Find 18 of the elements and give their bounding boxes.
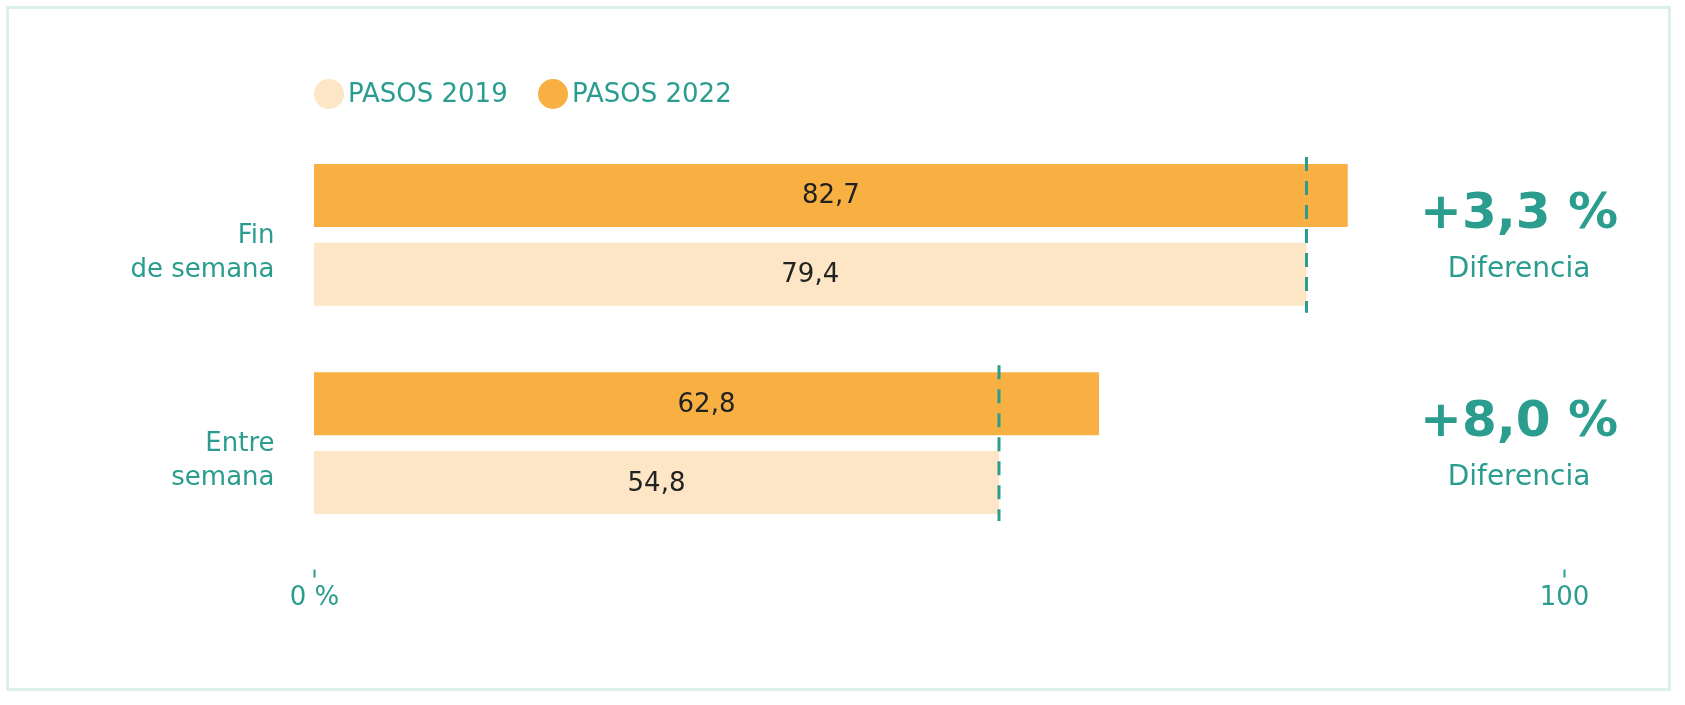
data-label: 82,7: [801, 179, 860, 210]
data-label: 54,8: [627, 466, 686, 497]
data-label: 62,8: [677, 387, 736, 418]
x-tick-label: 0 %: [289, 580, 340, 611]
annotation: +3,3 %: [1420, 181, 1618, 240]
bar: [314, 451, 999, 514]
bar: [314, 242, 1307, 306]
y-tick-label: Entre semana: [171, 427, 275, 492]
annotation: +8,0 %: [1420, 390, 1618, 449]
x-tick-label: 100: [1539, 580, 1590, 611]
bar: [314, 164, 1348, 227]
annotation: Diferencia: [1447, 250, 1591, 284]
data-label: 79,4: [781, 258, 840, 289]
bar: [314, 372, 1099, 436]
y-tick-label: Fin de semana: [130, 218, 275, 283]
legend-label: PASOS 2019: [348, 78, 508, 108]
legend-label: PASOS 2022: [572, 78, 732, 108]
annotation: Diferencia: [1447, 459, 1591, 493]
